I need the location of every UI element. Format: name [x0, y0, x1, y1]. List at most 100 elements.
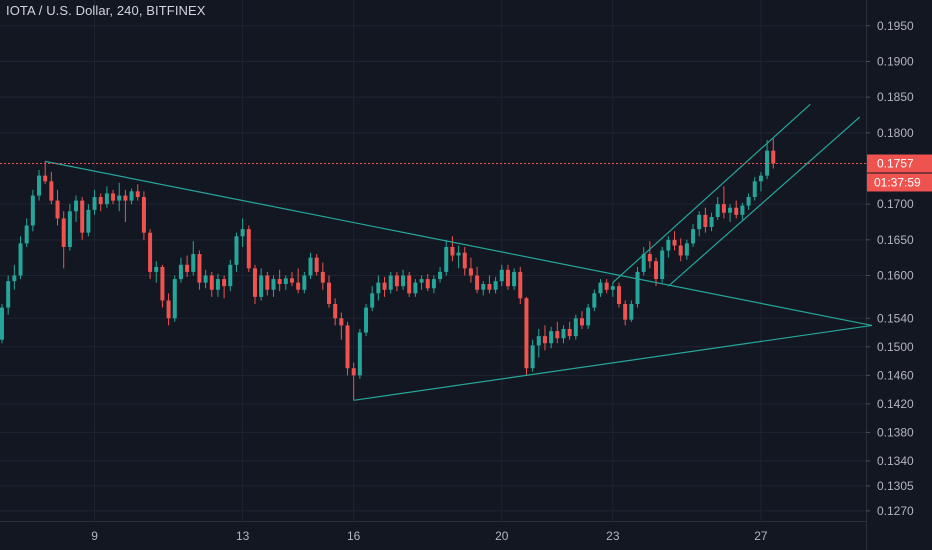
candle-body[interactable] — [117, 195, 122, 201]
candle-body[interactable] — [24, 225, 29, 244]
trendline-rising-support[interactable] — [353, 324, 873, 401]
trendline-channel-lower[interactable] — [667, 116, 861, 287]
candle-body[interactable] — [530, 345, 535, 369]
trendline-falling-resistance[interactable] — [45, 160, 873, 327]
candle-body[interactable] — [215, 279, 220, 290]
candle-body[interactable] — [222, 279, 227, 287]
candle-body[interactable] — [234, 236, 239, 265]
candle-body[interactable] — [598, 282, 603, 294]
candle-body[interactable] — [345, 325, 350, 369]
candle-body[interactable] — [104, 193, 109, 205]
candle-body[interactable] — [178, 264, 183, 280]
candle-body[interactable] — [172, 279, 177, 319]
candle-body[interactable] — [647, 254, 652, 262]
candle-body[interactable] — [327, 282, 332, 305]
candle-body[interactable] — [623, 304, 628, 320]
candle-body[interactable] — [191, 254, 196, 272]
candle-body[interactable] — [555, 331, 560, 339]
candle-body[interactable] — [444, 246, 449, 272]
candle-body[interactable] — [401, 275, 406, 287]
candle-body[interactable] — [493, 281, 498, 290]
candle-body[interactable] — [61, 218, 66, 247]
candle-body[interactable] — [6, 281, 11, 308]
candle-body[interactable] — [536, 336, 541, 346]
candle-body[interactable] — [549, 331, 554, 344]
candle-body[interactable] — [752, 181, 757, 198]
candle-body[interactable] — [0, 307, 4, 340]
candle-body[interactable] — [666, 239, 671, 251]
candle-body[interactable] — [209, 275, 214, 290]
candle-body[interactable] — [364, 307, 369, 333]
candle-body[interactable] — [697, 214, 702, 230]
candle-body[interactable] — [586, 307, 591, 326]
candle-body[interactable] — [259, 275, 264, 297]
candle-body[interactable] — [370, 293, 375, 308]
candle-body[interactable] — [438, 271, 443, 280]
candle-body[interactable] — [468, 268, 473, 276]
candle-body[interactable] — [567, 328, 572, 337]
candle-body[interactable] — [518, 271, 523, 299]
candle-body[interactable] — [579, 318, 584, 326]
candle-body[interactable] — [86, 209, 91, 233]
candle-body[interactable] — [641, 254, 646, 272]
candle-body[interactable] — [37, 175, 42, 196]
candle-body[interactable] — [283, 278, 288, 285]
candle-body[interactable] — [703, 214, 708, 227]
candle-body[interactable] — [30, 195, 35, 226]
candle-body[interactable] — [524, 298, 529, 369]
candle-body[interactable] — [351, 368, 356, 376]
candle-body[interactable] — [413, 282, 418, 294]
candle-body[interactable] — [475, 275, 480, 290]
candle-body[interactable] — [456, 252, 461, 256]
candle-body[interactable] — [610, 286, 615, 290]
candle-body[interactable] — [542, 336, 547, 344]
candle-body[interactable] — [271, 279, 276, 290]
candle-body[interactable] — [129, 191, 134, 201]
candle-body[interactable] — [499, 269, 504, 282]
candle-body[interactable] — [721, 204, 726, 213]
candle-body[interactable] — [154, 266, 159, 272]
candle-body[interactable] — [660, 250, 665, 280]
candle-body[interactable] — [684, 243, 689, 256]
candle-body[interactable] — [765, 150, 770, 176]
candle-body[interactable] — [123, 195, 128, 201]
candle-body[interactable] — [592, 293, 597, 308]
candle-body[interactable] — [55, 200, 60, 219]
candle-body[interactable] — [357, 332, 362, 376]
candle-body[interactable] — [240, 229, 245, 237]
candle-body[interactable] — [314, 257, 319, 272]
candle-body[interactable] — [419, 279, 424, 283]
candle-body[interactable] — [394, 275, 399, 287]
candle-body[interactable] — [672, 239, 677, 246]
candle-body[interactable] — [376, 282, 381, 294]
candle-body[interactable] — [166, 300, 171, 319]
candle-body[interactable] — [573, 318, 578, 337]
candle-body[interactable] — [617, 286, 621, 305]
candle-body[interactable] — [604, 282, 609, 290]
candle-body[interactable] — [339, 318, 344, 326]
candle-body[interactable] — [277, 279, 282, 285]
candle-body[interactable] — [320, 271, 325, 283]
candle-body[interactable] — [431, 279, 436, 289]
candle-body[interactable] — [715, 204, 720, 217]
candle-body[interactable] — [289, 278, 294, 283]
candle-body[interactable] — [252, 268, 257, 297]
candle-body[interactable] — [740, 205, 745, 215]
candle-body[interactable] — [302, 275, 307, 290]
candle-body[interactable] — [92, 197, 97, 210]
candle-body[interactable] — [678, 245, 683, 256]
candle-body[interactable] — [746, 197, 751, 206]
candle-body[interactable] — [407, 275, 412, 294]
candle-body[interactable] — [505, 269, 510, 287]
candle-body[interactable] — [481, 284, 486, 290]
candle-body[interactable] — [629, 304, 634, 320]
candle-body[interactable] — [561, 328, 566, 339]
candle-body[interactable] — [462, 252, 467, 269]
candle-body[interactable] — [43, 175, 48, 182]
candle-body[interactable] — [635, 271, 640, 305]
candle-body[interactable] — [67, 211, 72, 247]
candle-body[interactable] — [512, 271, 517, 287]
candle-body[interactable] — [203, 275, 208, 283]
